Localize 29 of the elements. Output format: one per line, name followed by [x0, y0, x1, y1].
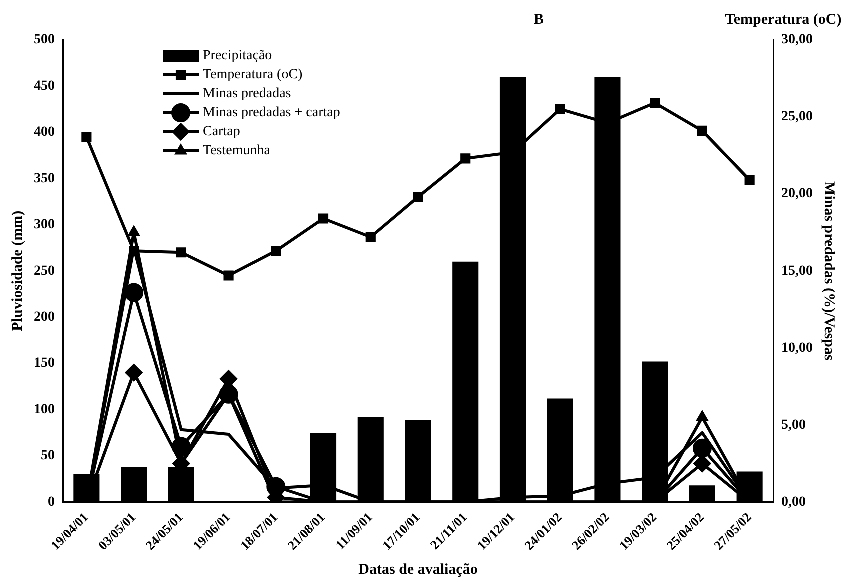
y-tick-label: 150	[34, 356, 55, 372]
y2-tick-label: 30,00	[782, 32, 813, 48]
y2-tick-label: 20,00	[782, 186, 813, 202]
legend-label: Cartap	[203, 124, 240, 140]
x-axis-title: Datas de avaliação	[358, 562, 478, 578]
y2-axis-title: Minas predadas (%)/Vespas	[821, 182, 838, 361]
y-tick-label: 500	[34, 32, 55, 48]
text: Temperatura (oC)	[725, 12, 842, 28]
y-tick-label: 400	[34, 125, 55, 140]
y2-tick-label: 0,00	[782, 494, 806, 510]
y-tick-label: 300	[34, 218, 55, 233]
y-tick-label: 100	[34, 402, 55, 418]
chart-title: B	[534, 12, 544, 28]
y2-tick-label: 25,00	[782, 110, 813, 125]
legend-label: Testemunha	[203, 144, 272, 159]
y-axis-title: Pluviosidade (mm)	[10, 210, 26, 332]
y-tick-label: 250	[34, 264, 55, 279]
y-tick-label: 0	[48, 494, 55, 510]
legend-label: Precipitação	[203, 48, 272, 64]
legend-label: Minas predadas	[203, 86, 292, 102]
legend-label: Minas predadas + cartap	[203, 106, 340, 121]
y-tick-label: 450	[34, 78, 55, 94]
y-tick-label: 350	[34, 171, 55, 186]
y2-tick-label: 5,00	[782, 418, 806, 433]
y-tick-label: 50	[41, 448, 55, 464]
y2-tick-label: 15,00	[782, 264, 813, 279]
y2-tick-label: 10,00	[782, 340, 813, 356]
legend-label: Temperatura (oC)	[203, 68, 304, 83]
y-tick-label: 200	[34, 310, 55, 325]
